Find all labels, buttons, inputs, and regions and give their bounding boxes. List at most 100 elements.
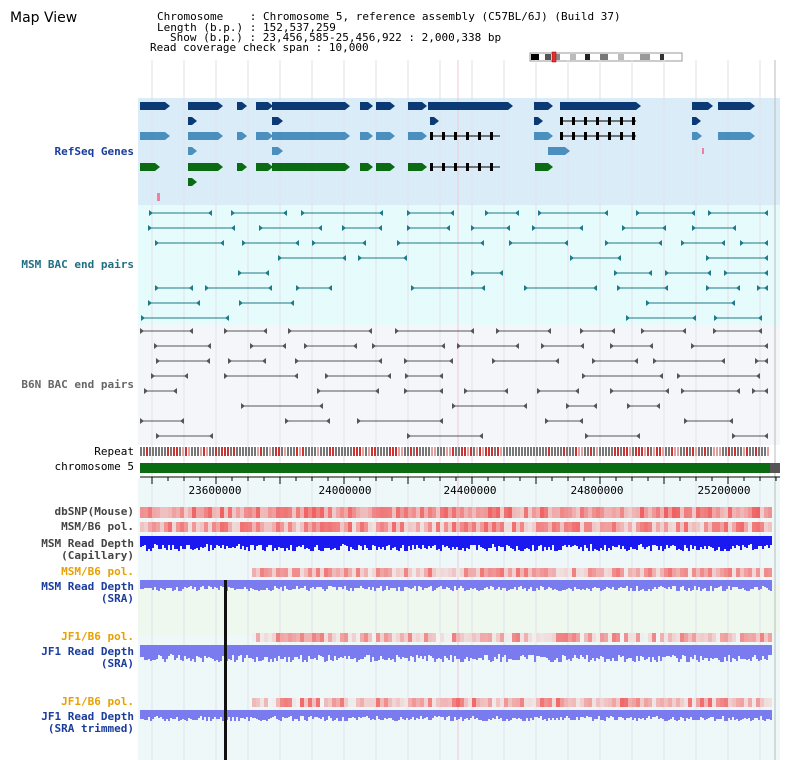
bac-end-pair[interactable] <box>492 358 559 364</box>
bac-end-pair[interactable] <box>285 418 330 424</box>
gene-feature[interactable] <box>272 147 283 155</box>
jf1-b6-pol-heatmap[interactable] <box>252 633 772 642</box>
gene-feature[interactable] <box>256 102 273 110</box>
gene-feature[interactable] <box>272 117 283 125</box>
chromosome-ideogram[interactable] <box>529 51 683 63</box>
bac-end-pair[interactable] <box>317 388 379 394</box>
bac-end-pair[interactable] <box>582 373 663 379</box>
gene-feature[interactable] <box>376 132 395 140</box>
bac-end-pair[interactable] <box>407 433 483 439</box>
bac-end-pair[interactable] <box>713 328 762 334</box>
bac-end-pair[interactable] <box>148 225 235 231</box>
bac-end-pair[interactable] <box>627 403 660 409</box>
bac-end-pair[interactable] <box>610 388 669 394</box>
gene-feature[interactable] <box>237 102 247 110</box>
bac-end-pair[interactable] <box>228 358 266 364</box>
gene-feature[interactable] <box>534 117 543 125</box>
bac-end-pair[interactable] <box>404 358 453 364</box>
bac-end-pair[interactable] <box>342 225 382 231</box>
msm-b6-pol-heatmap-2[interactable] <box>252 568 772 577</box>
bac-end-pair[interactable] <box>614 270 652 276</box>
bac-end-pair[interactable] <box>538 210 608 216</box>
gene-feature[interactable] <box>188 132 223 140</box>
bac-end-pair[interactable] <box>545 418 583 424</box>
bac-end-pair[interactable] <box>278 255 346 261</box>
bac-end-pair[interactable] <box>677 373 760 379</box>
bac-end-pair[interactable] <box>250 343 286 349</box>
gene-feature[interactable] <box>692 102 713 110</box>
bac-end-pair[interactable] <box>242 240 299 246</box>
bac-end-pair[interactable] <box>708 210 768 216</box>
bac-end-pair[interactable] <box>241 403 323 409</box>
bac-end-pair[interactable] <box>752 388 768 394</box>
gene-feature[interactable] <box>376 102 395 110</box>
bac-end-pair[interactable] <box>585 433 640 439</box>
bac-end-pair[interactable] <box>397 240 484 246</box>
gene-feature[interactable] <box>256 163 273 171</box>
bac-end-pair[interactable] <box>224 373 298 379</box>
bac-end-pair[interactable] <box>617 285 668 291</box>
gene-feature[interactable] <box>188 102 223 110</box>
gene-feature[interactable] <box>535 163 553 171</box>
gene-feature[interactable] <box>256 132 273 140</box>
bac-end-pair[interactable] <box>238 270 269 276</box>
bac-end-pair[interactable] <box>524 285 597 291</box>
bac-end-pair[interactable] <box>464 388 508 394</box>
gene-feature[interactable] <box>140 102 170 110</box>
bac-end-pair[interactable] <box>148 300 200 306</box>
bac-end-pair[interactable] <box>471 270 503 276</box>
bac-end-pair[interactable] <box>626 315 696 321</box>
bac-end-pair[interactable] <box>646 300 735 306</box>
bac-end-pair[interactable] <box>681 240 725 246</box>
gene-feature[interactable] <box>376 163 395 171</box>
gene-feature[interactable] <box>408 132 427 140</box>
bac-end-pair[interactable] <box>541 343 584 349</box>
bac-end-pair[interactable] <box>239 300 294 306</box>
bac-end-pair[interactable] <box>665 270 711 276</box>
msm-read-depth-sra[interactable] <box>140 580 772 591</box>
msm-b6-pol-heatmap[interactable] <box>140 522 772 532</box>
dbsnp-heatmap[interactable] <box>140 507 772 518</box>
bac-end-pair[interactable] <box>224 328 267 334</box>
bac-end-pair[interactable] <box>641 328 686 334</box>
gene-feature[interactable] <box>548 147 570 155</box>
bac-end-pair[interactable] <box>156 433 213 439</box>
gene-feature[interactable] <box>534 102 553 110</box>
gene-feature[interactable] <box>408 102 427 110</box>
bac-end-pair[interactable] <box>532 225 583 231</box>
gene-feature[interactable] <box>360 132 373 140</box>
bac-end-pair[interactable] <box>471 225 510 231</box>
bac-end-pair[interactable] <box>231 210 287 216</box>
bac-end-pair[interactable] <box>141 315 229 321</box>
gene-feature[interactable] <box>188 178 197 186</box>
bac-end-pair[interactable] <box>452 403 527 409</box>
bac-end-pair[interactable] <box>610 343 653 349</box>
bac-end-pair[interactable] <box>755 358 768 364</box>
jf1-read-depth-sra-trimmed[interactable] <box>140 710 772 721</box>
bac-end-pair[interactable] <box>205 285 272 291</box>
gene-feature[interactable] <box>360 163 373 171</box>
bac-end-pair[interactable] <box>144 388 177 394</box>
bac-end-pair[interactable] <box>706 285 740 291</box>
gene-feature[interactable] <box>237 163 247 171</box>
msm-bac-end-pairs[interactable] <box>141 210 768 321</box>
bac-end-pair[interactable] <box>740 240 768 246</box>
gene-feature[interactable] <box>428 102 513 110</box>
bac-end-pair[interactable] <box>259 225 322 231</box>
bac-end-pair[interactable] <box>295 358 382 364</box>
gene-feature[interactable] <box>430 117 439 125</box>
bac-end-pair[interactable] <box>358 255 407 261</box>
gene-feature[interactable] <box>692 132 702 140</box>
bac-end-pair[interactable] <box>395 328 474 334</box>
bac-end-pair[interactable] <box>592 358 638 364</box>
bac-end-pair[interactable] <box>566 403 597 409</box>
bac-end-pair[interactable] <box>692 225 736 231</box>
gene-feature[interactable] <box>360 102 373 110</box>
gene-feature[interactable] <box>718 102 755 110</box>
gene-feature[interactable] <box>237 132 247 140</box>
bac-end-pair[interactable] <box>154 343 211 349</box>
bac-end-pair[interactable] <box>151 373 188 379</box>
gene-feature[interactable] <box>272 132 350 140</box>
msm-read-depth-capillary[interactable] <box>140 536 772 551</box>
gene-feature[interactable] <box>718 132 755 140</box>
